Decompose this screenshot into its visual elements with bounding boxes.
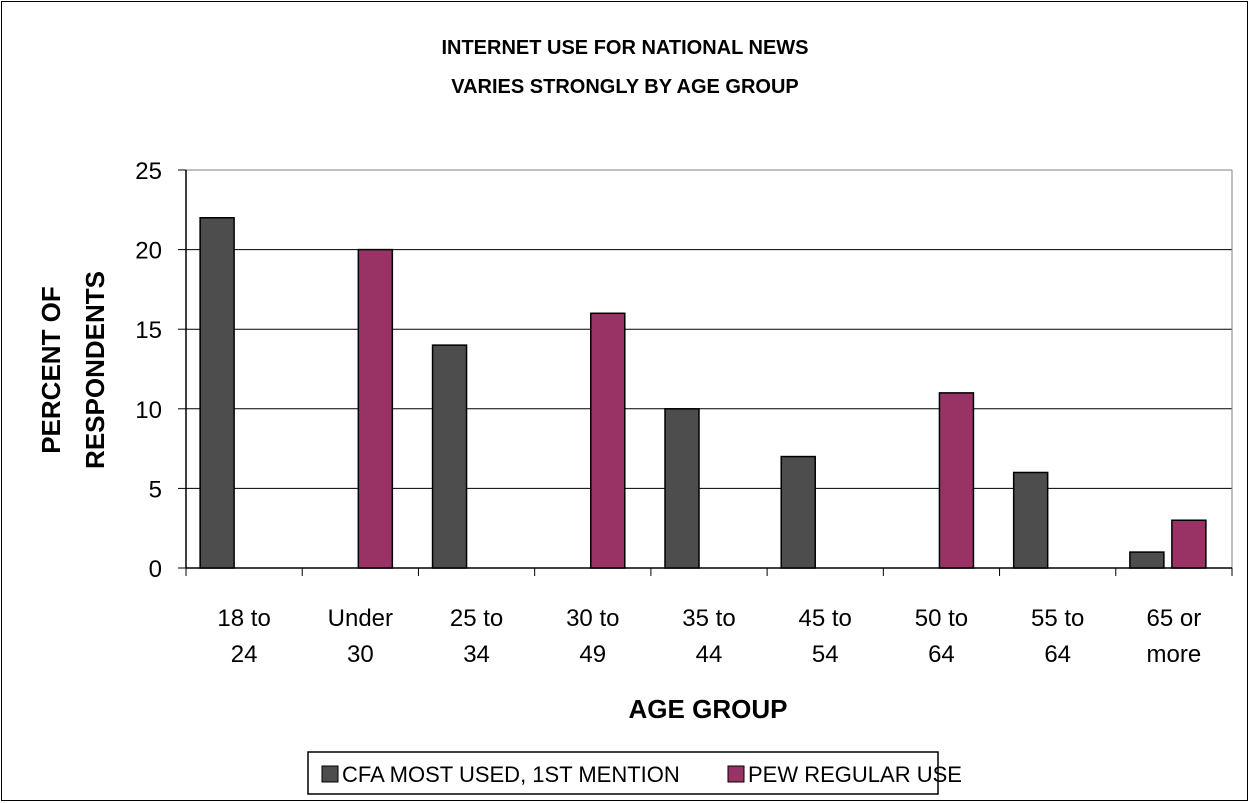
x-tick-label: 30 [347,641,374,668]
x-tick-label: 35 to [682,605,735,632]
bar [357,248,394,569]
bar [1171,519,1207,569]
x-tick-label: more [1147,641,1202,668]
x-tick-label: 49 [579,641,606,668]
x-tick-label: 25 to [450,605,503,632]
y-axis-title-line-2: RESPONDENTS [80,271,110,469]
x-tick-label: 64 [1044,641,1071,668]
legend-swatch [727,765,745,783]
x-tick-label: 55 to [1031,605,1084,632]
bar [938,392,975,569]
bar [1129,551,1165,569]
legend-label: CFA MOST USED, 1ST MENTION [342,762,680,787]
x-tick-label: 50 to [915,605,968,632]
legend-box [307,751,939,795]
x-tick-label: 45 to [799,605,852,632]
x-tick-label: 24 [231,641,258,668]
y-tick-label: 25 [135,158,162,185]
legend-swatch [321,765,339,783]
x-tick-label: 18 to [217,605,270,632]
legend-label: PEW REGULAR USE [748,762,962,787]
y-axis-title-line-1: PERCENT OF [36,286,66,454]
bar [1012,471,1049,569]
bar [780,455,816,569]
x-tick-label: Under [328,605,393,632]
x-tick-label: 30 to [566,605,619,632]
bar [431,344,468,569]
chart-title-line-2: VARIES STRONGLY BY AGE GROUP [451,76,798,98]
y-tick-label: 15 [135,317,162,344]
x-tick-label: 54 [812,641,839,668]
x-tick-label: 65 or [1147,605,1202,632]
x-axis-title: AGE GROUP [629,694,788,724]
x-tick-label: 64 [928,641,955,668]
x-tick-label: 44 [696,641,723,668]
y-tick-label: 10 [135,397,162,424]
y-tick-label: 0 [149,556,162,583]
plot-area: 0 5 10 15 20 25 18 to 24 Under 30 25 to 34 30 to 49 35… [135,158,1233,668]
bar [664,408,700,569]
legend: CFA MOST USED, 1ST MENTION PEW REGULAR US… [307,751,962,795]
y-tick-label: 20 [135,238,162,265]
x-tick-label: 34 [463,641,490,668]
bar [199,217,235,569]
y-tick-label: 5 [149,476,162,503]
chart-title-line-1: INTERNET USE FOR NATIONAL NEWS [441,37,808,59]
bar [590,312,626,569]
